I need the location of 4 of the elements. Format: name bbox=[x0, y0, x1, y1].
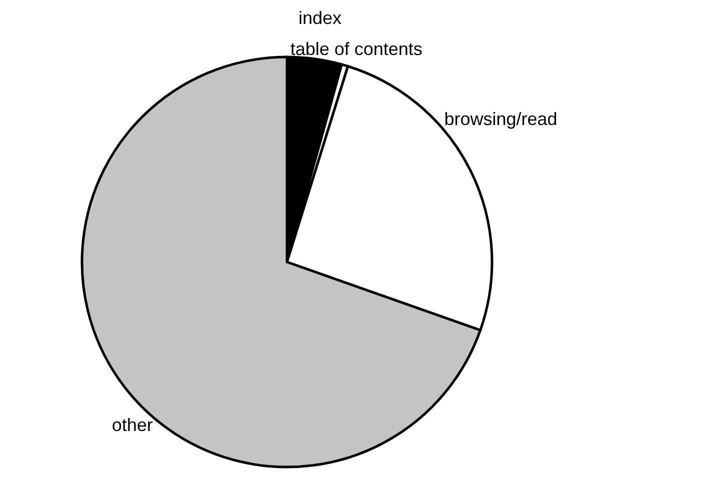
slice-label: table of contents bbox=[290, 39, 422, 60]
slice-label: index bbox=[298, 8, 342, 28]
slice-label: other bbox=[112, 415, 153, 436]
slice-label: browsing/read bbox=[444, 108, 558, 129]
